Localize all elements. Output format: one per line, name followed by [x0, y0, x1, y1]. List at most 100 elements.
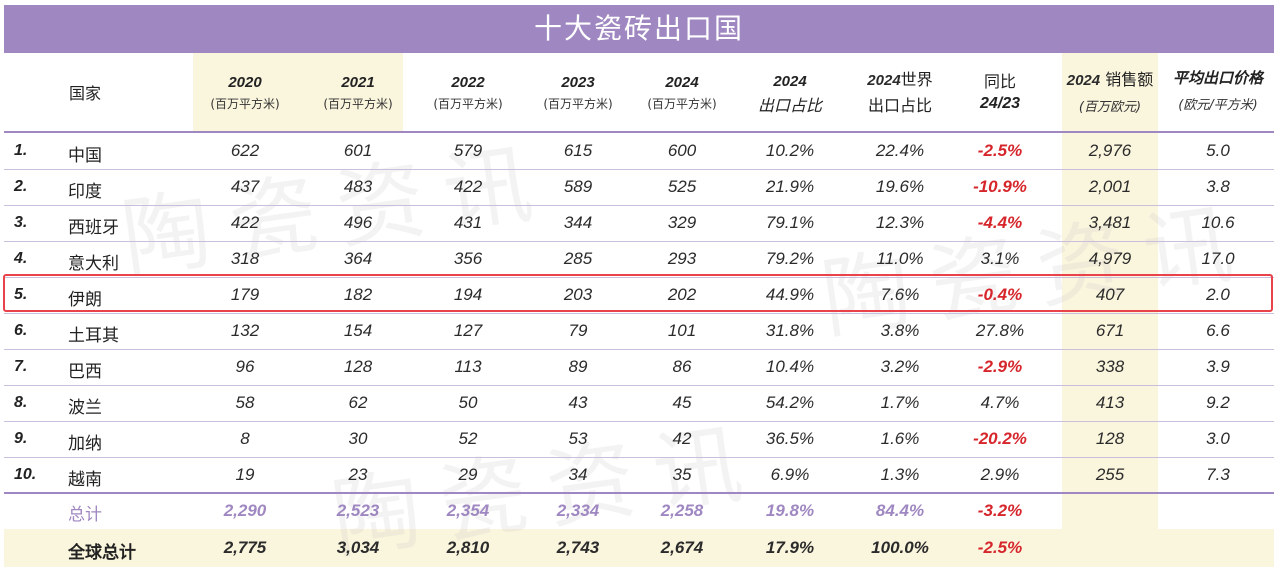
row-divider [4, 349, 1274, 350]
cell-v2024: 293 [667, 249, 697, 268]
row-rank: 6. [14, 322, 28, 339]
header-year-2024: 2024 [665, 74, 699, 91]
cell-v2024: 525 [667, 177, 697, 196]
cell-yoy: -2.9% [977, 357, 1023, 376]
cell-world: 3.8% [880, 321, 920, 340]
cell-share: 31.8% [765, 321, 815, 340]
row-divider [4, 277, 1274, 278]
cell-v2022: 422 [453, 177, 483, 196]
global-total-2021: 3,034 [336, 538, 380, 557]
cell-v2021: 182 [343, 285, 373, 304]
cell-world: 3.2% [880, 357, 920, 376]
cell-v2023: 79 [568, 321, 588, 340]
cell-share: 21.9% [765, 177, 815, 196]
cell-v2023: 285 [563, 249, 593, 268]
header-share-year: 2024 [773, 73, 807, 90]
cell-sales: 128 [1095, 429, 1125, 448]
cell-price: 9.2 [1206, 393, 1230, 412]
header-unit-2021: (百万平方米) [323, 97, 393, 111]
row-divider [4, 457, 1274, 458]
cell-v2024: 86 [672, 357, 692, 376]
cell-world: 11.0% [876, 249, 924, 268]
cell-v2020: 318 [230, 249, 260, 268]
cell-share: 10.2% [765, 141, 815, 160]
cell-v2022: 431 [453, 213, 483, 232]
cell-price: 3.0 [1206, 429, 1230, 448]
country-column-bg [193, 53, 403, 133]
header-unit-2023: (百万平方米) [543, 97, 613, 111]
cell-world: 19.6% [875, 177, 925, 196]
global-total-yoy: -2.5% [977, 538, 1023, 557]
cell-v2022: 579 [453, 141, 483, 160]
cell-yoy: 27.8% [975, 321, 1025, 340]
cell-yoy: -4.4% [977, 213, 1023, 232]
cell-v2021: 364 [343, 249, 373, 268]
row-rank: 7. [14, 358, 28, 375]
cell-v2023: 589 [563, 177, 593, 196]
cell-price: 17.0 [1201, 249, 1235, 268]
cell-v2020: 422 [230, 213, 260, 232]
row-country: 意大利 [68, 254, 119, 274]
cell-v2020: 8 [240, 429, 250, 448]
cell-price: 5.0 [1206, 141, 1230, 160]
cell-v2022: 194 [453, 285, 483, 304]
cell-v2023: 89 [568, 357, 588, 376]
cell-yoy: 3.1% [980, 249, 1020, 268]
row-country: 印度 [68, 182, 102, 202]
cell-share: 54.2% [765, 393, 815, 412]
cell-v2021: 30 [348, 429, 368, 448]
cell-sales: 2,976 [1088, 141, 1132, 160]
row-rank: 1. [14, 142, 28, 159]
header-year-2022: 2022 [451, 74, 485, 91]
cell-v2024: 35 [672, 465, 692, 484]
row-divider [4, 421, 1274, 422]
cell-yoy: 2.9% [980, 465, 1020, 484]
cell-world: 1.6% [880, 429, 920, 448]
row-divider [4, 313, 1274, 314]
header-divider [4, 131, 1274, 133]
global-total-label: 全球总计 [68, 543, 136, 563]
cell-price: 3.8 [1206, 177, 1230, 196]
cell-share: 36.5% [765, 429, 815, 448]
global-total-2020: 2,775 [223, 538, 267, 557]
row-rank: 4. [14, 250, 28, 267]
header-yoy-label: 同比 [983, 72, 1016, 91]
header-year-2023: 2023 [561, 74, 595, 91]
header-unit-2022: (百万平方米) [433, 97, 503, 111]
cell-v2021: 128 [343, 357, 373, 376]
cell-v2022: 52 [458, 429, 478, 448]
global-total-bg [4, 529, 1274, 567]
header-sales: 2024 销售额 [1062, 68, 1158, 93]
cell-sales: 2,001 [1088, 177, 1132, 196]
header-price-label: 平均出口价格 [1172, 69, 1263, 87]
cell-v2021: 496 [343, 213, 373, 232]
cell-sales: 3,481 [1088, 213, 1132, 232]
cell-share: 79.2% [765, 249, 815, 268]
global-total-world-share: 100.0% [871, 538, 929, 557]
cell-v2020: 58 [235, 393, 255, 412]
cell-v2024: 600 [667, 141, 697, 160]
cell-v2021: 601 [343, 141, 373, 160]
row-rank: 2. [14, 178, 28, 195]
header-unit-2024: (百万平方米) [647, 97, 717, 111]
total-yoy: -3.2% [977, 501, 1023, 520]
global-total-2023: 2,743 [556, 538, 600, 557]
header-yoy-period: 24/23 [979, 95, 1021, 112]
cell-sales: 671 [1095, 321, 1125, 340]
cell-v2020: 96 [235, 357, 255, 376]
cell-price: 10.6 [1201, 213, 1235, 232]
header-world-share: 2024世界 [850, 68, 950, 93]
cell-v2021: 483 [343, 177, 373, 196]
cell-yoy: -20.2% [973, 429, 1027, 448]
row-country: 土耳其 [68, 326, 119, 346]
cell-share: 79.1% [765, 213, 815, 232]
cell-v2024: 101 [667, 321, 697, 340]
header-year-2021: 2021 [341, 74, 375, 91]
row-country: 中国 [68, 146, 102, 166]
header-world-share-year: 2024 [867, 72, 901, 89]
cell-price: 3.9 [1206, 357, 1230, 376]
header-share-label: 出口占比 [757, 96, 822, 115]
total-label: 总计 [68, 505, 102, 525]
header-sales-year: 2024 [1066, 72, 1101, 89]
iran-row-highlight [3, 274, 1273, 312]
